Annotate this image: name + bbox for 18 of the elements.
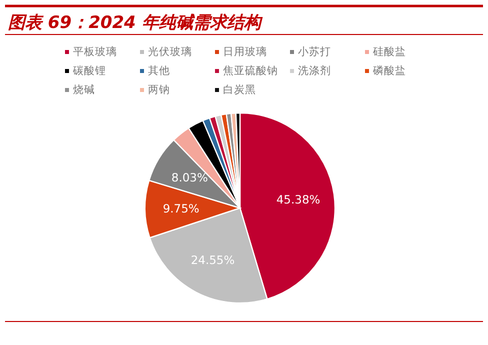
legend-label: 日用玻璃 (223, 45, 267, 58)
data-label: 24.55% (190, 253, 235, 268)
data-label: 45.38% (276, 192, 320, 206)
legend-label: 两钠 (148, 84, 170, 96)
legend-label: 焦亚硫酸钠 (223, 64, 278, 77)
legend-label: 硅酸盐 (372, 45, 406, 58)
legend-label: 磷酸盐 (372, 64, 406, 77)
data-label: 8.03% (171, 170, 208, 184)
data-label: 9.75% (162, 202, 200, 216)
legend-label: 小苏打 (298, 45, 331, 58)
legend-label: 光伏玻璃 (148, 45, 192, 58)
legend-label: 白炭黑 (223, 83, 256, 96)
chart-title: 图表 69：2024 年纯碱需求结构 (8, 13, 263, 33)
legend-label: 洗涤剂 (298, 64, 331, 77)
legend-label: 烧碱 (73, 83, 95, 96)
legend-label: 平板玻璃 (73, 45, 117, 58)
legend-label: 碳酸锂 (72, 65, 106, 77)
legend-label: 其他 (148, 64, 170, 77)
